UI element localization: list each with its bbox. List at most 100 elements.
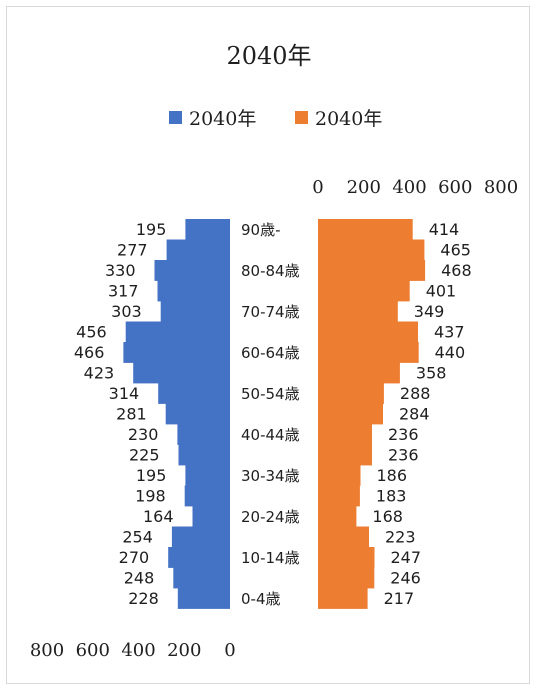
data-label-right-16: 247 — [391, 548, 422, 567]
data-label-left-13: 198 — [135, 487, 166, 506]
category-label-8: 50-54歳 — [241, 385, 300, 403]
data-label-right-17: 246 — [390, 569, 421, 588]
data-label-right-0: 414 — [429, 220, 460, 239]
data-label-right-15: 223 — [385, 528, 416, 547]
bar-right-8 — [318, 383, 384, 404]
legend-item-right: 2040年 — [295, 104, 382, 131]
category-label-2: 80-84歳 — [241, 262, 300, 280]
data-label-left-12: 195 — [136, 466, 167, 485]
bar-left-1 — [166, 239, 230, 261]
legend-label-right: 2040年 — [315, 108, 383, 130]
data-label-right-6: 440 — [435, 343, 466, 362]
data-label-left-7: 423 — [84, 364, 115, 383]
bar-right-11 — [318, 444, 372, 466]
bar-left-7 — [133, 362, 230, 384]
data-label-left-16: 270 — [119, 548, 150, 567]
bar-left-4 — [160, 301, 230, 322]
data-label-left-14: 164 — [143, 507, 174, 526]
data-label-right-14: 168 — [372, 507, 403, 526]
right-axis-tick-3: 600 — [438, 177, 472, 198]
category-label-4: 70-74歳 — [241, 303, 300, 321]
bar-right-10 — [318, 424, 372, 445]
left-axis-tick-4: 0 — [224, 640, 235, 661]
data-label-left-18: 228 — [128, 589, 159, 608]
bar-left-13 — [184, 485, 230, 507]
left-axis-tick-0: 800 — [30, 640, 64, 661]
data-label-right-8: 288 — [400, 384, 431, 403]
bar-right-12 — [318, 465, 361, 486]
chart-title: 2040年 — [226, 42, 312, 70]
bar-right-16 — [318, 547, 375, 568]
data-label-left-1: 277 — [117, 241, 148, 260]
right-axis-tick-1: 200 — [347, 177, 381, 198]
data-label-left-9: 281 — [116, 405, 147, 424]
legend-swatch-blue — [169, 111, 182, 124]
left-axis-tick-2: 400 — [121, 640, 155, 661]
data-label-right-9: 284 — [399, 405, 430, 424]
bar-right-3 — [318, 280, 410, 302]
data-label-right-18: 217 — [384, 589, 415, 608]
data-label-right-5: 437 — [434, 323, 465, 342]
category-label-10: 40-44歳 — [241, 426, 300, 444]
right-axis-tick-2: 400 — [392, 177, 426, 198]
bar-left-15 — [171, 526, 230, 548]
bar-left-11 — [178, 444, 230, 466]
bar-right-4 — [318, 301, 398, 322]
data-label-right-12: 186 — [377, 466, 408, 485]
bar-right-18 — [318, 588, 368, 609]
bar-left-16 — [168, 547, 230, 568]
left-axis-tick-3: 200 — [167, 640, 201, 661]
data-label-right-10: 236 — [388, 425, 419, 444]
bar-right-6 — [318, 342, 419, 363]
data-label-right-13: 183 — [376, 487, 407, 506]
bar-right-14 — [318, 506, 357, 527]
data-label-right-11: 236 — [388, 446, 419, 465]
data-label-left-2: 330 — [105, 261, 136, 280]
bar-left-14 — [192, 506, 230, 527]
bar-right-1 — [318, 239, 425, 261]
bar-left-0 — [185, 219, 230, 240]
bar-right-5 — [318, 321, 418, 343]
data-label-left-6: 466 — [74, 343, 105, 362]
category-label-18: 0-4歳 — [241, 590, 281, 608]
data-label-left-5: 456 — [76, 323, 107, 342]
bar-left-2 — [154, 260, 230, 281]
bar-right-9 — [318, 403, 383, 425]
category-label-0: 90歳- — [241, 221, 281, 239]
bar-right-13 — [318, 485, 360, 507]
category-label-6: 60-64歳 — [241, 344, 300, 362]
data-label-right-4: 349 — [414, 302, 445, 321]
data-label-left-0: 195 — [136, 220, 167, 239]
bar-left-8 — [158, 383, 230, 404]
bar-left-18 — [177, 588, 230, 609]
bar-left-17 — [173, 567, 230, 589]
legend-item-left: 2040年 — [169, 104, 256, 131]
category-label-16: 10-14歳 — [241, 549, 300, 567]
bar-right-2 — [318, 260, 426, 281]
data-label-right-1: 465 — [440, 241, 471, 260]
chart-frame — [6, 6, 530, 684]
bar-left-12 — [185, 465, 230, 486]
data-label-right-7: 358 — [416, 364, 447, 383]
data-label-left-17: 248 — [124, 569, 155, 588]
bar-left-3 — [157, 280, 230, 302]
category-label-14: 20-24歳 — [241, 508, 300, 526]
bar-right-15 — [318, 526, 369, 548]
legend-swatch-orange — [295, 111, 308, 124]
right-axis-tick-4: 800 — [484, 177, 518, 198]
bar-right-7 — [318, 362, 400, 384]
bar-right-17 — [318, 567, 375, 589]
data-label-right-3: 401 — [426, 282, 457, 301]
data-label-left-15: 254 — [122, 528, 153, 547]
data-label-left-3: 317 — [108, 282, 139, 301]
bar-left-9 — [165, 403, 230, 425]
data-label-right-2: 468 — [441, 261, 472, 280]
right-axis-tick-0: 0 — [312, 177, 323, 198]
data-label-left-10: 230 — [128, 425, 159, 444]
left-axis-tick-1: 600 — [76, 640, 110, 661]
bar-right-0 — [318, 219, 413, 240]
bar-left-5 — [125, 321, 230, 343]
data-label-left-11: 225 — [129, 446, 160, 465]
bar-left-6 — [123, 342, 230, 363]
